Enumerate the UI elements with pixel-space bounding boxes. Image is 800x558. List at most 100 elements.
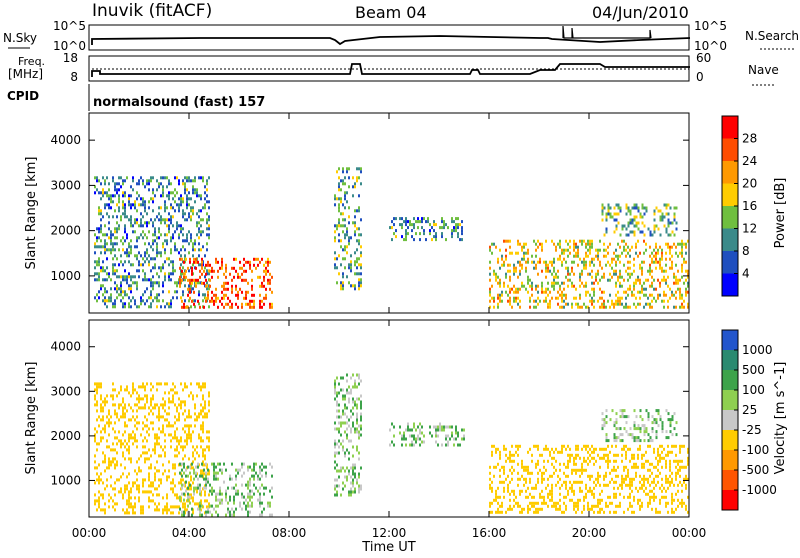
echo-cell: [158, 230, 160, 234]
echo-cell: [491, 501, 493, 505]
echo-cell: [617, 254, 619, 258]
echo-cell: [118, 490, 120, 494]
echo-cell: [261, 513, 263, 517]
echo-cell: [263, 278, 265, 282]
echo-cell: [455, 437, 457, 441]
echo-cell: [665, 495, 667, 499]
echo-cell: [202, 218, 204, 222]
echo-cell: [667, 203, 670, 207]
echo-cell: [529, 299, 531, 303]
echo-cell: [116, 236, 118, 240]
echo-cell: [599, 305, 601, 309]
echo-cell: [360, 484, 362, 488]
echo-cell: [211, 492, 213, 496]
echo-cell: [491, 242, 493, 246]
echo-cell: [166, 257, 168, 261]
echo-cell: [257, 275, 259, 279]
echo-cell: [653, 230, 656, 234]
echo-cell: [419, 422, 421, 426]
colorbar-tick-label: 28: [742, 132, 757, 146]
echo-cell: [138, 236, 140, 240]
echo-cell: [138, 203, 140, 207]
echo-cell: [511, 507, 513, 511]
echo-cell: [198, 248, 200, 252]
echo-cell: [651, 430, 654, 434]
echo-cell: [251, 489, 253, 493]
echo-cell: [667, 284, 669, 288]
echo-cell: [354, 379, 356, 383]
echo-cell: [154, 239, 156, 243]
echo-cell: [405, 220, 407, 224]
echo-cell: [637, 302, 639, 306]
echo-cell: [192, 254, 194, 258]
echo-cell: [627, 266, 629, 270]
echo-cell: [112, 382, 114, 386]
echo-cell: [150, 463, 152, 467]
echo-cell: [158, 409, 160, 413]
echo-cell: [102, 409, 104, 413]
echo-cell: [122, 400, 124, 404]
echo-cell: [663, 305, 665, 309]
echo-cell: [235, 257, 237, 261]
echo-cell: [527, 471, 529, 475]
echo-cell: [679, 242, 681, 246]
echo-cell: [667, 305, 669, 309]
echo-cell: [633, 456, 635, 460]
echo-cell: [126, 275, 128, 279]
echo-cell: [239, 501, 241, 505]
echo-cell: [407, 226, 409, 230]
echo-cell: [629, 492, 631, 496]
echo-cell: [202, 230, 204, 234]
echo-cell: [539, 453, 541, 457]
echo-cell: [170, 511, 172, 515]
echo-cell: [204, 293, 206, 297]
echo-cell: [617, 203, 620, 207]
echo-cell: [583, 498, 585, 502]
echo-cell: [261, 281, 263, 285]
echo-cell: [613, 305, 615, 309]
colorbar-tick-label: 25: [742, 403, 757, 417]
x-tick-label: 08:00: [272, 526, 307, 540]
echo-cell: [585, 290, 587, 294]
echo-cell: [591, 444, 593, 448]
echo-cell: [513, 299, 515, 303]
echo-cell: [647, 459, 649, 463]
echo-cell: [271, 474, 273, 478]
echo-cell: [569, 459, 571, 463]
echo-cell: [659, 453, 661, 457]
echo-cell: [521, 248, 523, 252]
x-tick-label: 12:00: [372, 526, 407, 540]
echo-cell: [511, 465, 513, 469]
echo-cell: [507, 299, 509, 303]
freq-tick-top: 18: [63, 51, 78, 65]
echo-cell: [457, 223, 459, 227]
echo-cell: [651, 439, 654, 443]
echo-cell: [225, 513, 227, 517]
echo-cell: [166, 176, 168, 180]
echo-cell: [577, 453, 579, 457]
echo-cell: [527, 251, 529, 255]
echo-cell: [503, 260, 505, 264]
echo-cell: [561, 263, 563, 267]
echo-cell: [669, 459, 671, 463]
echo-cell: [259, 465, 261, 469]
echo-cell: [431, 226, 433, 230]
echo-cell: [651, 260, 653, 264]
cpid-label: CPID: [7, 89, 39, 103]
echo-cell: [581, 281, 583, 285]
echo-cell: [625, 254, 627, 258]
echo-cell: [334, 257, 336, 261]
echo-cell: [205, 486, 207, 490]
echo-cell: [134, 254, 136, 258]
echo-cell: [243, 471, 245, 475]
echo-cell: [595, 477, 597, 481]
echo-cell: [525, 489, 527, 493]
echo-cell: [184, 299, 186, 303]
echo-cell: [176, 427, 178, 431]
echo-cell: [187, 287, 189, 291]
echo-cell: [180, 203, 182, 207]
echo-cell: [150, 499, 152, 503]
echo-cell: [595, 459, 597, 463]
echo-cell: [134, 206, 136, 210]
echo-cell: [126, 278, 128, 282]
